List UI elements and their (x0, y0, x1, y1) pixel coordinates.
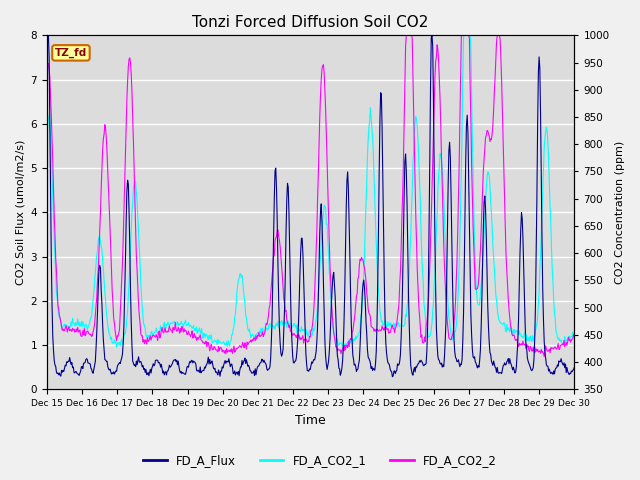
Y-axis label: CO2 Soil Flux (umol/m2/s): CO2 Soil Flux (umol/m2/s) (15, 140, 25, 285)
X-axis label: Time: Time (295, 414, 326, 427)
Legend: FD_A_Flux, FD_A_CO2_1, FD_A_CO2_2: FD_A_Flux, FD_A_CO2_1, FD_A_CO2_2 (138, 449, 502, 472)
Y-axis label: CO2 Concentration (ppm): CO2 Concentration (ppm) (615, 141, 625, 284)
Title: Tonzi Forced Diffusion Soil CO2: Tonzi Forced Diffusion Soil CO2 (193, 15, 429, 30)
Text: TZ_fd: TZ_fd (55, 48, 87, 58)
